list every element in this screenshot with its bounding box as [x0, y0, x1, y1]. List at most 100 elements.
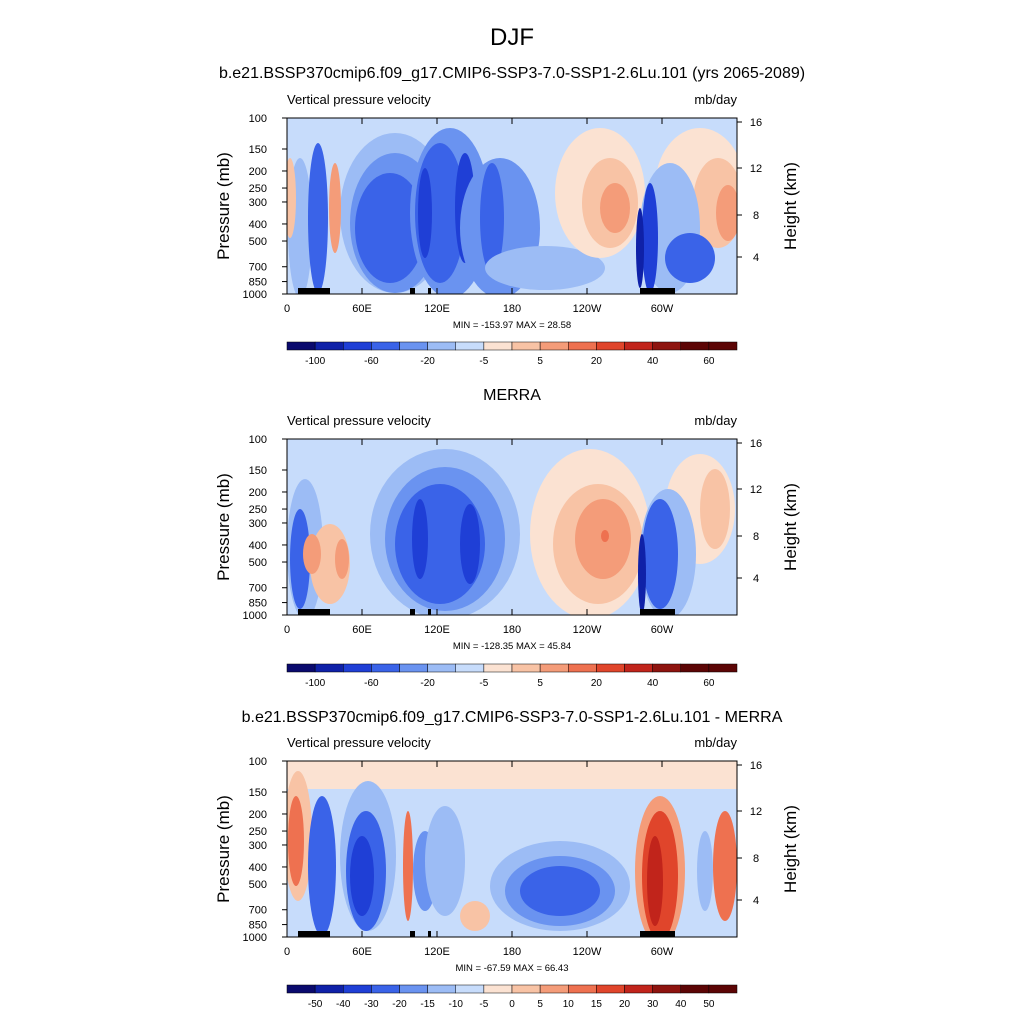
- y-tick-label: 200: [249, 809, 267, 821]
- contour-field: [287, 761, 737, 937]
- colorbar-swatch: [286, 663, 316, 673]
- colorbar-swatch: [708, 341, 738, 351]
- colorbar-label: -100: [305, 678, 325, 689]
- colorbar: -50 -40 -30 -20 -15 -10 -5 0 5 10 15 20 30 40 50: [286, 984, 738, 1010]
- colorbar-swatch: [652, 341, 681, 351]
- y-right-axis-label: Height (km): [781, 483, 800, 571]
- field-contour: [303, 534, 321, 574]
- colorbar-swatch: [343, 663, 372, 673]
- field-contour: [601, 530, 609, 542]
- field-contour: [713, 811, 737, 921]
- field-contour: [638, 534, 646, 614]
- colorbar-label: 15: [591, 999, 603, 1010]
- colorbar-swatch: [652, 663, 681, 673]
- colorbar-label: 20: [619, 999, 631, 1010]
- colorbar-swatch: [455, 984, 485, 994]
- topography-mask: [318, 931, 330, 937]
- y-tick-label: 500: [249, 557, 267, 569]
- colorbar-swatch: [483, 984, 513, 994]
- y-right-axis-label: Height (km): [781, 805, 800, 893]
- x-tick-label: 180: [503, 624, 521, 636]
- x-tick-label: 0: [284, 624, 290, 636]
- colorbar-swatch: [568, 663, 597, 673]
- colorbar-label: 40: [675, 999, 687, 1010]
- topography-mask: [410, 288, 415, 294]
- y-tick-label: 200: [249, 487, 267, 499]
- colorbar-swatch: [455, 663, 485, 673]
- colorbar-swatch: [371, 341, 400, 351]
- colorbar-swatch: [539, 984, 569, 994]
- colorbar-label: 0: [509, 999, 515, 1010]
- colorbar-swatch: [371, 984, 400, 994]
- colorbar-swatch: [624, 663, 653, 673]
- y-tick-label: 100: [249, 756, 267, 768]
- y-tick-label: 1000: [243, 610, 267, 622]
- field-contour: [425, 806, 465, 916]
- y-right-tick-label: 16: [750, 760, 762, 772]
- field-contour: [308, 143, 328, 293]
- y-right-tick-label: 8: [753, 210, 759, 222]
- y-tick-label: 400: [249, 540, 267, 552]
- colorbar-label: -100: [305, 356, 325, 367]
- colorbar-label: -60: [364, 678, 379, 689]
- field-contour: [350, 836, 374, 916]
- y-right-tick-label: 8: [753, 531, 759, 543]
- topography-mask: [640, 288, 675, 294]
- topography-mask: [640, 609, 675, 615]
- y-tick-label: 300: [249, 518, 267, 530]
- colorbar-swatch: [286, 341, 316, 351]
- colorbar-swatch: [314, 663, 344, 673]
- colorbar-swatch: [680, 341, 710, 351]
- colorbar-label: 60: [703, 356, 715, 367]
- topography-mask: [298, 931, 318, 937]
- colorbar-swatch: [399, 341, 428, 351]
- field-contour: [290, 509, 310, 609]
- y-right-tick-label: 12: [750, 163, 762, 175]
- x-tick-label: 60E: [352, 624, 372, 636]
- y-axis-label: Pressure (mb): [214, 473, 233, 581]
- colorbar-swatch: [399, 984, 428, 994]
- colorbar-swatch: [511, 984, 541, 994]
- x-tick-label: 0: [284, 303, 290, 315]
- topography-mask: [428, 288, 431, 294]
- colorbar-label: -40: [336, 999, 351, 1010]
- y-right-tick-label: 4: [753, 252, 759, 264]
- colorbar-label: -5: [479, 999, 488, 1010]
- topography-mask: [410, 931, 415, 937]
- colorbar-label: -10: [449, 999, 464, 1010]
- colorbar-label: 10: [563, 999, 575, 1010]
- field-contour: [288, 796, 304, 886]
- colorbar: -100 -60 -20 -5 5 20 40 60: [286, 663, 738, 689]
- y-axis-label: Pressure (mb): [214, 152, 233, 260]
- topography-mask: [298, 288, 318, 294]
- colorbar-swatch: [708, 984, 738, 994]
- left-string: Vertical pressure velocity: [287, 413, 431, 428]
- colorbar-swatch: [483, 341, 513, 351]
- x-tick-label: 60E: [352, 303, 372, 315]
- y-tick-label: 700: [249, 905, 267, 917]
- colorbar-label: 40: [647, 356, 659, 367]
- y-tick-label: 1000: [243, 289, 267, 301]
- y-axis-label: Pressure (mb): [214, 795, 233, 903]
- y-tick-label: 850: [249, 277, 267, 289]
- colorbar-swatch: [539, 341, 569, 351]
- panel-title: b.e21.BSSP370cmip6.f09_g17.CMIP6-SSP3-7.…: [242, 709, 783, 726]
- field-contour: [355, 173, 425, 283]
- right-string: mb/day: [694, 735, 737, 750]
- y-tick-label: 1000: [243, 932, 267, 944]
- field-contour: [642, 183, 658, 293]
- field-contour: [287, 158, 296, 238]
- x-tick-label: 120W: [573, 946, 602, 958]
- contour-field: [287, 439, 737, 615]
- field-contour: [480, 163, 504, 273]
- y-tick-label: 700: [249, 262, 267, 274]
- field-contour: [418, 168, 432, 258]
- right-string: mb/day: [694, 413, 737, 428]
- topography-mask: [318, 288, 330, 294]
- panel-title: b.e21.BSSP370cmip6.f09_g17.CMIP6-SSP3-7.…: [219, 65, 805, 82]
- y-tick-label: 150: [249, 144, 267, 156]
- x-tick-label: 0: [284, 946, 290, 958]
- y-tick-label: 400: [249, 219, 267, 231]
- topography-mask: [298, 609, 318, 615]
